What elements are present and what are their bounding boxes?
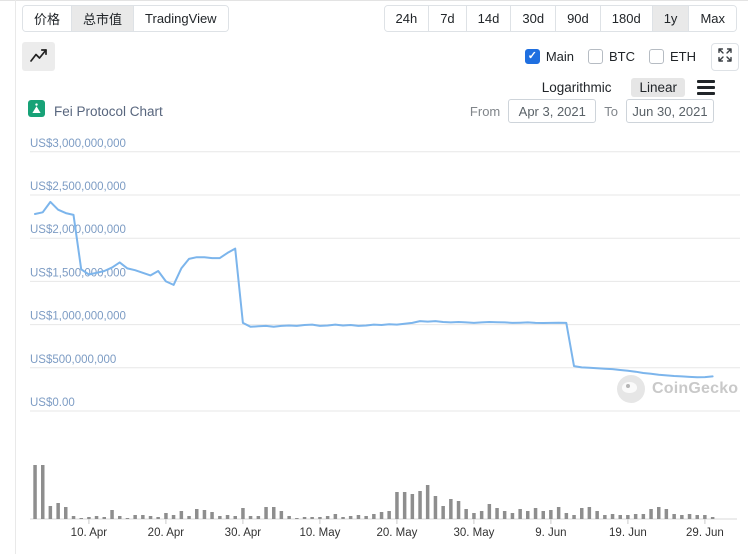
checkbox-btc[interactable]: BTC	[588, 49, 635, 64]
range-24h-button[interactable]: 24h	[384, 6, 430, 31]
trend-line-icon	[29, 47, 48, 66]
fei-protocol-logo-icon	[28, 100, 45, 122]
svg-text:20. May: 20. May	[376, 527, 417, 539]
eth-checkbox-label: ETH	[670, 49, 696, 64]
svg-text:29. Jun: 29. Jun	[686, 527, 724, 539]
date-to-input[interactable]	[626, 99, 714, 123]
page-top-border	[0, 0, 748, 1]
overlay-controls: ✓ Main BTC ETH	[524, 42, 739, 71]
tab-market-cap[interactable]: 总市值	[72, 6, 135, 31]
range-max-button[interactable]: Max	[689, 6, 736, 31]
checkbox-main[interactable]: ✓ Main	[524, 49, 574, 64]
svg-text:19. Jun: 19. Jun	[609, 527, 647, 539]
range-7d-button[interactable]: 7d	[429, 6, 467, 31]
eth-checkbox-box[interactable]	[649, 49, 664, 64]
svg-text:US$0.00: US$0.00	[30, 397, 75, 409]
svg-text:10. Apr: 10. Apr	[71, 527, 108, 539]
checkbox-eth[interactable]: ETH	[649, 49, 696, 64]
svg-text:US$500,000,000: US$500,000,000	[30, 354, 116, 366]
fullscreen-icon	[718, 48, 732, 65]
range-180d-button[interactable]: 180d	[600, 6, 653, 31]
svg-text:US$2,000,000,000: US$2,000,000,000	[30, 224, 126, 236]
range-1y-button[interactable]: 1y	[652, 6, 690, 31]
linear-option[interactable]: Linear	[631, 77, 685, 97]
scale-controls: Logarithmic Linear	[534, 76, 715, 98]
hamburger-menu-icon[interactable]	[697, 79, 715, 95]
from-label: From	[469, 103, 501, 119]
svg-text:9. Jun: 9. Jun	[535, 527, 566, 539]
range-30d-button[interactable]: 30d	[511, 6, 557, 31]
card-left-border	[15, 0, 16, 554]
range-14d-button[interactable]: 14d	[466, 6, 512, 31]
chart-canvas[interactable]: US$3,000,000,000 US$2,500,000,000 US$2,000…	[0, 130, 748, 554]
date-from-input[interactable]	[508, 99, 597, 123]
fullscreen-button[interactable]	[711, 42, 739, 71]
chart-header-row: Fei Protocol Chart From To	[28, 99, 714, 123]
svg-text:30. Apr: 30. Apr	[225, 527, 262, 539]
main-checkbox-label: Main	[545, 49, 574, 64]
market-cap-chart[interactable]: US$3,000,000,000 US$2,500,000,000 US$2,000…	[0, 130, 748, 554]
coin-title: Fei Protocol Chart	[28, 100, 163, 122]
btc-checkbox-box[interactable]	[588, 49, 603, 64]
svg-text:US$1,000,000,000: US$1,000,000,000	[30, 311, 126, 323]
svg-text:US$2,500,000,000: US$2,500,000,000	[30, 181, 126, 193]
logarithmic-option[interactable]: Logarithmic	[534, 78, 620, 97]
svg-text:US$1,500,000,000: US$1,500,000,000	[30, 267, 126, 279]
time-range-tabs: 24h 7d 14d 30d 90d 180d 1y Max	[383, 5, 737, 32]
svg-text:10. May: 10. May	[299, 527, 340, 539]
to-label: To	[604, 103, 618, 119]
currency-checkboxes: ✓ Main BTC ETH	[524, 49, 696, 64]
page-title: Fei Protocol Chart	[54, 103, 163, 119]
btc-checkbox-label: BTC	[609, 49, 635, 64]
range-90d-button[interactable]: 90d	[556, 6, 601, 31]
main-checkbox-box[interactable]: ✓	[524, 49, 540, 64]
svg-text:30. May: 30. May	[453, 527, 494, 539]
date-range-controls: From To	[470, 99, 714, 123]
svg-text:20. Apr: 20. Apr	[148, 527, 185, 539]
trendline-tool-button[interactable]	[22, 42, 55, 71]
tab-tradingview[interactable]: TradingView	[134, 6, 228, 31]
svg-text:US$3,000,000,000: US$3,000,000,000	[30, 138, 126, 150]
tab-price[interactable]: 价格	[23, 6, 73, 31]
chart-type-tabs: 价格 总市值 TradingView	[22, 5, 229, 32]
